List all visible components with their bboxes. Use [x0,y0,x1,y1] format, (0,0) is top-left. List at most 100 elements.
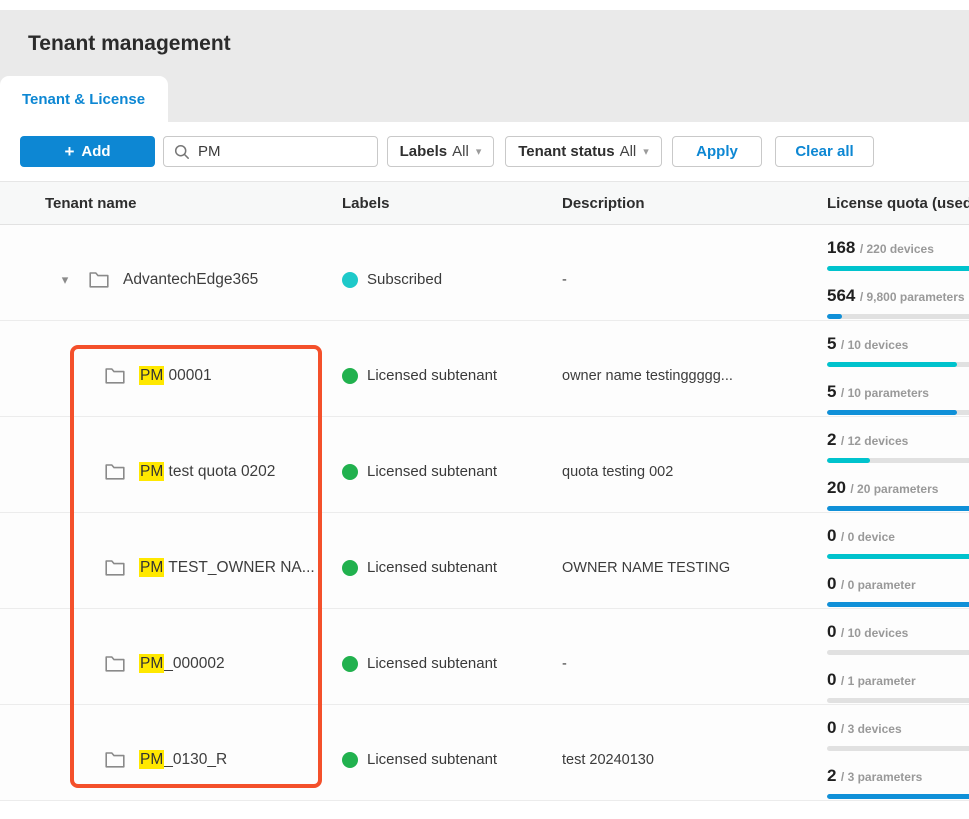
parameters-total-label: / 20 parameters [850,482,939,496]
add-button[interactable]: + Add [20,136,155,167]
devices-quota: 0 / 10 devices [827,622,969,655]
tenant-name-cell: ▾ PM TEST_OWNER NA... [0,513,342,622]
devices-total-label: / 10 devices [840,626,909,640]
devices-total-label: / 0 device [840,530,895,544]
parameters-progress-bar [827,794,969,799]
column-header-description: Description [562,194,645,212]
description-cell: - [562,655,567,672]
folder-icon [105,367,125,384]
parameters-total-label: / 1 parameter [840,674,916,688]
search-match-highlight: PM [139,365,165,385]
license-quota-cell: 168 / 220 devices 564 / 9,800 parameters [827,225,969,334]
tenant-name-cell: ▾ AdvantechEdge365 [0,225,342,334]
labels-filter-label: Labels [399,143,448,160]
tenant-name: PM 00001 [139,365,212,385]
status-label: Licensed subtenant [367,559,498,576]
devices-used-count: 168 [827,238,856,257]
table-row[interactable]: ▾ PM_000002 Licensed subtenant - 0 / 10 … [0,609,969,705]
labels-cell: Licensed subtenant [342,705,562,803]
labels-cell: Licensed subtenant [342,609,562,718]
tenant-name-cell: ▾ PM_0130_R [0,705,342,803]
chevron-down-icon: ▾ [643,146,649,158]
devices-total-label: / 3 devices [840,722,902,736]
folder-icon [105,463,125,480]
parameters-progress-bar [827,314,969,319]
add-button-label: Add [81,143,111,160]
search-box[interactable] [163,136,378,167]
status-dot-icon [342,367,358,384]
tenant-name: PM test quota 0202 [139,461,276,481]
folder-icon [105,655,125,672]
tenant-status-filter-value: All [619,143,637,160]
column-header-labels: Labels [342,194,390,212]
table-row[interactable]: ▾ PM_0130_R Licensed subtenant test 2024… [0,705,969,801]
devices-progress-bar [827,266,969,271]
parameters-total-label: / 3 parameters [840,770,923,784]
search-match-highlight: PM [139,749,165,769]
license-quota-cell: 0 / 3 devices 2 / 3 parameters [827,705,969,803]
column-header-license-quota: License quota (used / total) [827,194,969,212]
status-label: Licensed subtenant [367,367,498,384]
parameters-quota: 0 / 1 parameter [827,670,969,703]
page-title: Tenant management [28,32,231,55]
parameters-used-count: 0 [827,574,837,593]
labels-cell: Licensed subtenant [342,321,562,430]
parameters-quota: 5 / 10 parameters [827,382,969,415]
expand-caret-icon[interactable]: ▾ [61,271,69,287]
devices-total-label: / 10 devices [840,338,909,352]
status-dot-icon [342,751,358,768]
devices-quota: 2 / 12 devices [827,430,969,463]
devices-total-label: / 12 devices [840,434,909,448]
tenant-status-filter-dropdown[interactable]: Tenant status All ▾ [505,136,662,167]
tenant-name: AdvantechEdge365 [123,270,259,288]
clear-all-button[interactable]: Clear all [775,136,874,167]
labels-cell: Licensed subtenant [342,513,562,622]
parameters-used-count: 0 [827,670,837,689]
labels-filter-value: All [452,143,469,160]
parameters-total-label: / 0 parameter [840,578,916,592]
toolbar: + Add Labels All ▾ Tenant status All ▾ A… [20,136,874,167]
description-cell: test 20240130 [562,751,654,768]
parameters-progress-bar [827,698,969,703]
tab-label: Tenant & License [22,90,146,108]
parameters-total-label: / 10 parameters [840,386,929,400]
search-icon [174,144,190,160]
parameters-quota: 2 / 3 parameters [827,766,969,799]
labels-filter-dropdown[interactable]: Labels All ▾ [387,136,494,167]
table-row[interactable]: ▾ PM TEST_OWNER NA... Licensed subtenant… [0,513,969,609]
search-match-highlight: PM [139,461,165,481]
tenant-name-cell: ▾ PM_000002 [0,609,342,718]
license-quota-cell: 0 / 0 device 0 / 0 parameter [827,513,969,622]
table-row[interactable]: ▾ AdvantechEdge365 Subscribed - 168 / 22… [0,225,969,321]
devices-used-count: 5 [827,334,837,353]
devices-used-count: 2 [827,430,837,449]
labels-cell: Subscribed [342,225,562,334]
table-row[interactable]: ▾ PM 00001 Licensed subtenant owner name… [0,321,969,417]
description-cell: quota testing 002 [562,463,674,480]
parameters-progress-bar [827,602,969,607]
parameters-quota: 20 / 20 parameters [827,478,969,511]
status-dot-icon [342,559,358,576]
parameters-used-count: 5 [827,382,837,401]
folder-icon [105,559,125,576]
search-match-highlight: PM [139,557,165,577]
parameters-used-count: 2 [827,766,837,785]
license-quota-cell: 5 / 10 devices 5 / 10 parameters [827,321,969,430]
devices-progress-bar [827,746,969,751]
parameters-total-label: / 9,800 parameters [859,290,965,304]
status-dot-icon [342,463,358,480]
status-dot-icon [342,271,358,288]
parameters-progress-bar [827,410,969,415]
description-cell: owner name testinggggg... [562,367,733,384]
tab-tenant-license[interactable]: Tenant & License [0,76,168,122]
devices-progress-bar [827,362,969,367]
description-cell: - [562,271,567,288]
apply-button[interactable]: Apply [672,136,762,167]
search-input[interactable] [198,143,348,160]
table-row[interactable]: ▾ PM test quota 0202 Licensed subtenant … [0,417,969,513]
devices-progress-bar [827,458,969,463]
tenant-table: Tenant name Labels Description License q… [0,181,969,803]
license-quota-cell: 0 / 10 devices 0 / 1 parameter [827,609,969,718]
devices-quota: 0 / 3 devices [827,718,969,751]
devices-progress-bar [827,554,969,559]
